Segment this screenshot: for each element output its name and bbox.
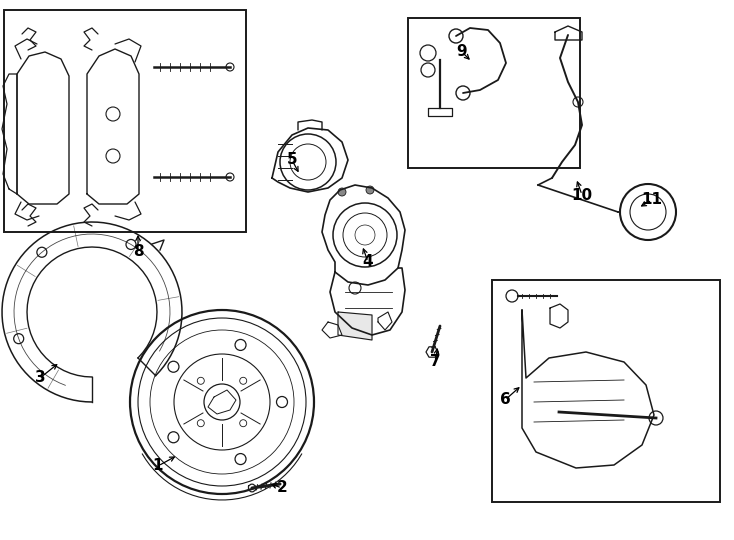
- Polygon shape: [322, 322, 342, 338]
- Polygon shape: [426, 347, 438, 357]
- Text: 6: 6: [500, 393, 510, 408]
- Polygon shape: [550, 304, 568, 328]
- Polygon shape: [249, 484, 255, 492]
- Text: 7: 7: [429, 354, 440, 369]
- Circle shape: [338, 188, 346, 196]
- Text: 9: 9: [457, 44, 468, 59]
- Polygon shape: [338, 312, 372, 340]
- Polygon shape: [378, 312, 392, 330]
- Polygon shape: [330, 268, 405, 335]
- Text: 2: 2: [277, 481, 288, 496]
- Circle shape: [226, 63, 234, 71]
- Circle shape: [456, 86, 470, 100]
- Circle shape: [366, 186, 374, 194]
- Text: 8: 8: [133, 245, 143, 260]
- Polygon shape: [87, 49, 139, 204]
- Polygon shape: [522, 310, 654, 468]
- Circle shape: [226, 173, 234, 181]
- Polygon shape: [272, 128, 348, 192]
- Circle shape: [649, 411, 663, 425]
- Circle shape: [333, 203, 397, 267]
- Bar: [408, 18, 580, 168]
- Polygon shape: [322, 185, 405, 285]
- Text: 4: 4: [363, 254, 374, 269]
- Text: 3: 3: [34, 370, 46, 386]
- Polygon shape: [17, 52, 69, 204]
- Circle shape: [449, 29, 463, 43]
- Polygon shape: [428, 108, 452, 116]
- Polygon shape: [555, 26, 582, 40]
- Bar: [4, 10, 246, 232]
- Bar: [492, 280, 720, 502]
- Text: 5: 5: [287, 152, 297, 167]
- Text: 11: 11: [642, 192, 663, 207]
- Text: 10: 10: [572, 187, 592, 202]
- Polygon shape: [2, 74, 17, 194]
- Text: 1: 1: [153, 458, 163, 474]
- Circle shape: [280, 134, 336, 190]
